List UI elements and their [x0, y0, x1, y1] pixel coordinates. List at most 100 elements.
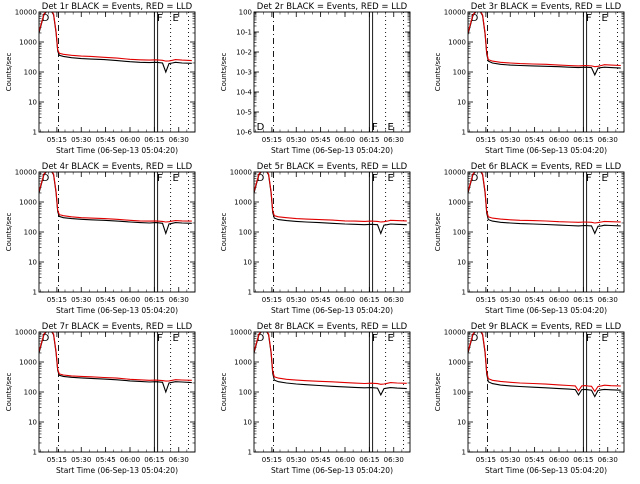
- y-tick-label: 100: [239, 9, 252, 17]
- y-axis-label: Counts/sec: [220, 213, 228, 252]
- y-tick-label: 10: [457, 259, 466, 267]
- x-tick-label: 06:30: [384, 136, 404, 144]
- plot-frame: [38, 171, 196, 293]
- chart-panel-7: Det 7r BLACK = Events, RED = LLD Counts/s…: [5, 322, 196, 475]
- y-tick-label: 10000: [444, 169, 466, 177]
- y-tick-label: 1: [248, 449, 252, 457]
- x-tick-label: 06:30: [169, 296, 189, 304]
- marker-label: D: [471, 173, 479, 184]
- x-tick-label: 05:45: [311, 456, 331, 464]
- series-line-events: [39, 12, 192, 74]
- x-tick-label: 05:15: [47, 296, 67, 304]
- y-tick-label: 10000: [15, 329, 37, 337]
- x-tick-label: 06:15: [573, 136, 593, 144]
- y-tick-label: 10-4: [236, 89, 252, 97]
- x-axis-label: Start Time (06-Sep-13 05:04:20): [56, 306, 178, 315]
- y-tick-label: 100: [239, 229, 252, 237]
- y-tick-label: 10-3: [236, 69, 252, 77]
- x-tick-label: 06:00: [549, 136, 569, 144]
- marker-label: D: [257, 173, 265, 184]
- marker-label: E: [387, 173, 393, 184]
- x-axis-label: Start Time (06-Sep-13 05:04:20): [485, 146, 607, 155]
- series-group: [468, 12, 621, 77]
- x-axis-label: Start Time (06-Sep-13 05:04:20): [56, 466, 178, 475]
- y-tick-label: 1000: [448, 359, 466, 367]
- chart-title: Det 8r BLACK = Events, RED = LLD: [257, 322, 408, 332]
- marker-label: F: [157, 13, 163, 24]
- chart-title: Det 3r BLACK = Events, RED = LLD: [471, 2, 622, 12]
- y-tick-label: 10-2: [236, 49, 252, 57]
- series-group: [39, 172, 192, 236]
- y-tick-label: 10: [243, 419, 252, 427]
- x-axis-label: Start Time (06-Sep-13 05:04:20): [271, 466, 393, 475]
- x-tick-label: 05:30: [286, 296, 306, 304]
- x-axis-label: Start Time (06-Sep-13 05:04:20): [485, 466, 607, 475]
- y-tick-label: 1000: [448, 199, 466, 207]
- y-tick-label: 1: [33, 449, 37, 457]
- marker-label: F: [586, 173, 592, 184]
- y-tick-label: 10-5: [236, 109, 252, 117]
- y-tick-label: 100: [24, 229, 37, 237]
- chart-title: Det 2r BLACK = Events, RED = LLD: [257, 2, 408, 12]
- series-group: [254, 172, 407, 235]
- x-tick-label: 06:30: [598, 136, 618, 144]
- x-tick-label: 06:15: [359, 456, 379, 464]
- y-tick-label: 1000: [19, 199, 37, 207]
- series-line-events: [254, 172, 407, 235]
- plot-frame: [253, 11, 411, 133]
- chart-panel-1: Det 1r BLACK = Events, RED = LLD Counts/s…: [5, 2, 196, 155]
- marker-label: E: [601, 13, 607, 24]
- x-axis-label: Start Time (06-Sep-13 05:04:20): [271, 146, 393, 155]
- y-axis-label: Counts/sec: [434, 53, 442, 92]
- x-tick-label: 06:30: [169, 456, 189, 464]
- x-tick-label: 06:15: [573, 296, 593, 304]
- x-tick-label: 05:45: [96, 456, 116, 464]
- y-tick-label: 1: [462, 289, 466, 297]
- y-tick-label: 10: [28, 259, 37, 267]
- x-tick-label: 05:45: [311, 296, 331, 304]
- series-group: [468, 172, 621, 235]
- series-line-lld: [39, 172, 192, 223]
- chart-title: Det 9r BLACK = Events, RED = LLD: [471, 322, 622, 332]
- series-line-lld: [254, 332, 407, 385]
- plot-frame: [38, 331, 196, 453]
- x-tick-label: 05:30: [71, 296, 91, 304]
- x-tick-label: 06:15: [359, 296, 379, 304]
- marker-label: F: [372, 122, 378, 133]
- chart-panel-4: Det 4r BLACK = Events, RED = LLD Counts/s…: [5, 162, 196, 315]
- chart-title: Det 4r BLACK = Events, RED = LLD: [42, 162, 193, 172]
- chart-title: Det 6r BLACK = Events, RED = LLD: [471, 162, 622, 172]
- y-axis-label: Counts/sec: [220, 373, 228, 412]
- y-tick-label: 1: [462, 129, 466, 137]
- x-tick-label: 06:15: [144, 136, 164, 144]
- x-tick-label: 06:00: [120, 136, 140, 144]
- x-tick-label: 05:45: [96, 136, 116, 144]
- series-group: [39, 12, 192, 74]
- series-line-events: [468, 172, 621, 235]
- marker-label: F: [372, 173, 378, 184]
- y-tick-label: 1: [33, 289, 37, 297]
- y-tick-label: 1000: [234, 359, 252, 367]
- x-tick-label: 06:30: [384, 296, 404, 304]
- y-axis-label: Counts/sec: [434, 373, 442, 412]
- marker-label: F: [157, 173, 163, 184]
- marker-label: E: [601, 173, 607, 184]
- marker-label: D: [42, 13, 50, 24]
- x-tick-label: 06:15: [359, 136, 379, 144]
- x-tick-label: 05:30: [286, 136, 306, 144]
- y-tick-label: 10000: [230, 329, 252, 337]
- marker-label: D: [42, 173, 50, 184]
- y-tick-label: 10: [243, 259, 252, 267]
- x-tick-label: 05:15: [476, 296, 496, 304]
- x-tick-label: 06:00: [335, 296, 355, 304]
- y-tick-label: 100: [453, 69, 466, 77]
- x-axis-label: Start Time (06-Sep-13 05:04:20): [56, 146, 178, 155]
- chart-panel-5: Det 5r BLACK = Events, RED = LLD Counts/s…: [220, 162, 411, 315]
- series-line-lld: [39, 12, 192, 62]
- plot-frame: [253, 171, 411, 293]
- series-line-events: [39, 172, 192, 236]
- x-tick-label: 06:00: [335, 136, 355, 144]
- x-tick-label: 05:15: [476, 456, 496, 464]
- y-tick-label: 100: [24, 389, 37, 397]
- chart-title: Det 7r BLACK = Events, RED = LLD: [42, 322, 193, 332]
